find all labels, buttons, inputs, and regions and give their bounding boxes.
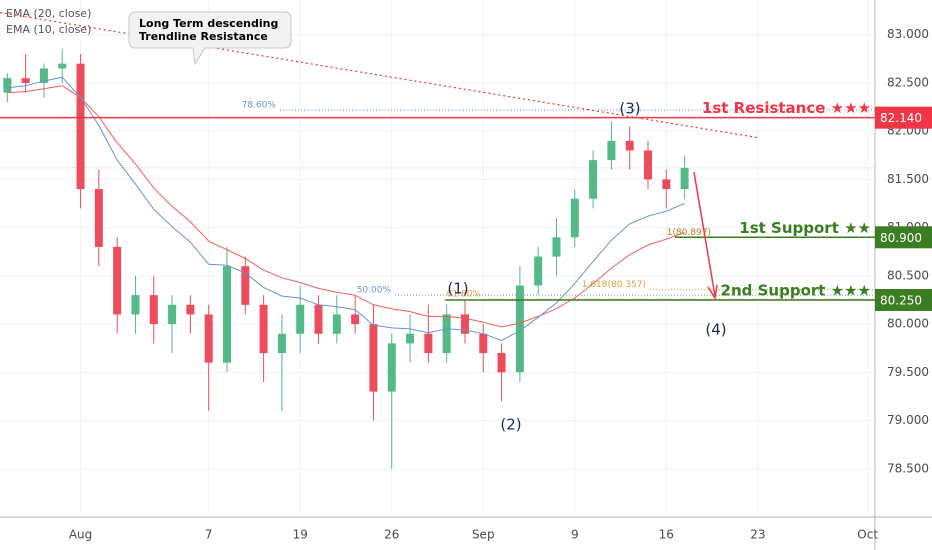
arrow-shaft [693,171,716,297]
annotations: Long Term descending Trendline Resistanc… [128,11,727,434]
candle-body [625,140,634,151]
candle-body [607,140,616,161]
candle-body [259,304,268,354]
y-tick-label: 80.500 [887,268,929,282]
candle-body [168,304,177,325]
fib-label: 61.80% [447,290,482,300]
candle-body [39,68,48,83]
x-tick-label: 7 [205,528,213,542]
arrow-head [707,284,718,301]
candle-body [314,304,323,334]
candle-body [552,237,561,257]
candle-body [21,78,30,83]
ema-line [7,76,685,342]
x-tick-label: Oct [857,528,878,542]
candle-body [479,333,488,354]
candle-body [131,295,140,315]
price-tag [875,288,932,311]
level-name: 1st Resistance ★★★ [702,99,871,117]
candle-body [76,63,85,190]
fib-label: 78.60% [242,100,277,110]
y-tick-label: 81.500 [887,172,929,186]
level-name: 1st Support ★★ [739,219,871,237]
y-tick-label: 79.000 [887,413,929,427]
candle-body [497,353,506,373]
candle-body [149,295,158,325]
candle-body [589,160,598,199]
fib-label: 1(80.897) [667,228,711,238]
y-tick-label: 80.000 [887,317,929,331]
candle-body [369,324,378,392]
wave-label: (4) [705,321,726,339]
candle-body [277,333,286,354]
candle-body [424,333,433,354]
candle-body [58,63,67,69]
price-tag [875,106,932,129]
y-tick-label: 83.000 [887,27,929,41]
callout-text: Long Term descending [139,17,278,30]
candle-body [94,189,103,247]
price-tag-label: 80.900 [880,231,922,245]
price-tag-label: 80.250 [880,293,922,307]
candle-body [460,314,469,334]
y-tick-label: 79.500 [887,365,929,379]
x-tick-label: 19 [293,528,308,542]
level-name: 2nd Support ★★★ [721,281,871,299]
candle-body [662,179,671,190]
candle-body [351,314,360,325]
y-tick-label: 82.500 [887,75,929,89]
x-tick-label: 26 [384,528,399,542]
candle-body [515,285,524,373]
candle-body [406,333,415,344]
candle-body [113,246,122,315]
candle-body [332,314,341,334]
candle-body [534,256,543,286]
fib-label: 50.00% [357,286,392,296]
x-tick-label: 23 [750,528,765,542]
candle-body [186,304,195,315]
legend-entry: EMA (20, close) [6,7,91,20]
marks: 78.60% 50.00% 61.80% 1(80.897) 1.618(80.357)… [0,7,932,469]
x-tick-label: Sep [472,528,495,542]
wave-label: (3) [619,100,640,118]
candle-body [442,314,451,354]
callout-box [128,11,292,66]
fib-label: 1.618(80.357) [582,280,646,290]
callout-text: Trendline Resistance [139,30,268,43]
x-tick-label: 9 [571,528,579,542]
candle-body [680,167,689,190]
x-tick-label: Aug [69,528,92,542]
legend-entry: EMA (10, close) [6,23,91,36]
candle-body [222,266,231,363]
candle-body [296,304,305,334]
price-tag [875,226,932,249]
price-tag-label: 82.140 [880,111,922,125]
candle-body [644,150,653,180]
candle-body [3,78,12,93]
x-tick-label: 16 [659,528,674,542]
y-tick-label: 78.500 [887,461,929,475]
candle-body [387,343,396,392]
candle-body [241,266,250,305]
candle-body [204,314,213,363]
wave-label: (2) [500,416,521,434]
wave-label: (1) [447,280,468,298]
candle-body [570,198,579,238]
